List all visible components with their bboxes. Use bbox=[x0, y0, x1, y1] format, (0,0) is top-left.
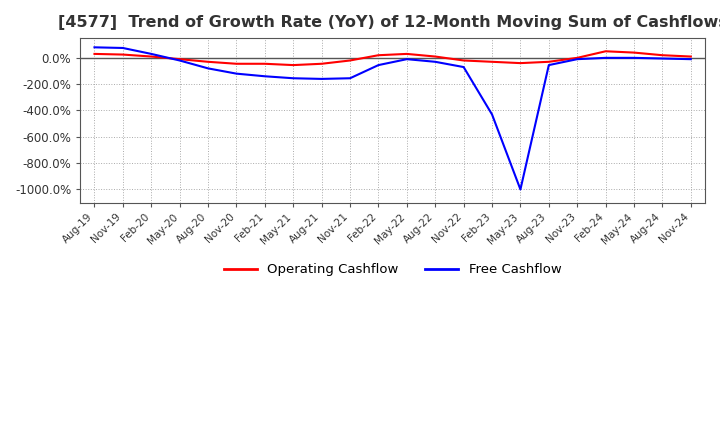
Title: [4577]  Trend of Growth Rate (YoY) of 12-Month Moving Sum of Cashflows: [4577] Trend of Growth Rate (YoY) of 12-… bbox=[58, 15, 720, 30]
Legend: Operating Cashflow, Free Cashflow: Operating Cashflow, Free Cashflow bbox=[219, 258, 567, 282]
